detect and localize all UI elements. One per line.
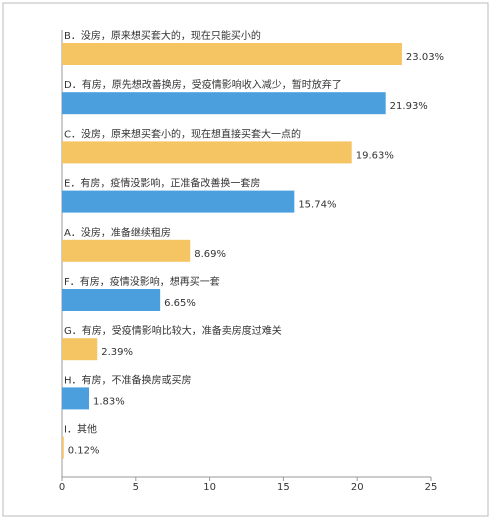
x-tick-label: 5: [133, 482, 139, 493]
bar: [62, 338, 98, 361]
value-label: 23.03%: [406, 52, 444, 63]
bar: [62, 43, 402, 65]
bar: [62, 436, 64, 459]
category-label: D．有房，原先想改善换房，受疫情影响收入减少，暂时放弃了: [64, 78, 342, 91]
category-label: B．没房，原来想买套大的，现在只能买小的: [64, 29, 261, 42]
category-label: C．没房，原来想买套小的，现在想直接买套大一点的: [64, 127, 301, 140]
value-label: 19.63%: [356, 150, 394, 161]
bar: [62, 239, 191, 262]
value-label: 1.83%: [93, 396, 125, 407]
bar: [62, 289, 161, 311]
category-label: F．有房，疫情没影响，想再买一套: [64, 275, 220, 288]
x-tick-label: 25: [425, 482, 438, 493]
x-tick-label: 0: [59, 482, 65, 493]
value-label: 8.69%: [194, 249, 226, 260]
category-label: I．其他: [64, 423, 97, 436]
value-label: 21.93%: [390, 101, 428, 112]
x-tick-label: 20: [351, 482, 364, 493]
bar: [62, 92, 386, 115]
x-tick-label: 15: [277, 482, 290, 493]
category-label: G．有房，受疫情影响比较大，准备卖房度过难关: [64, 324, 282, 337]
category-label: A．没房，准备继续租房: [64, 226, 171, 239]
value-label: 6.65%: [164, 298, 196, 309]
x-tick-label: 10: [203, 482, 216, 493]
value-label: 2.39%: [101, 347, 133, 358]
value-label: 15.74%: [298, 200, 336, 211]
category-label: H．有房，不准备换房或买房: [64, 373, 192, 386]
value-label: 0.12%: [68, 446, 100, 457]
bar: [62, 141, 352, 164]
category-label: E．有房，疫情没影响，正准备改善换一套房: [64, 177, 260, 190]
bar: [62, 387, 90, 410]
bar: [62, 190, 295, 213]
